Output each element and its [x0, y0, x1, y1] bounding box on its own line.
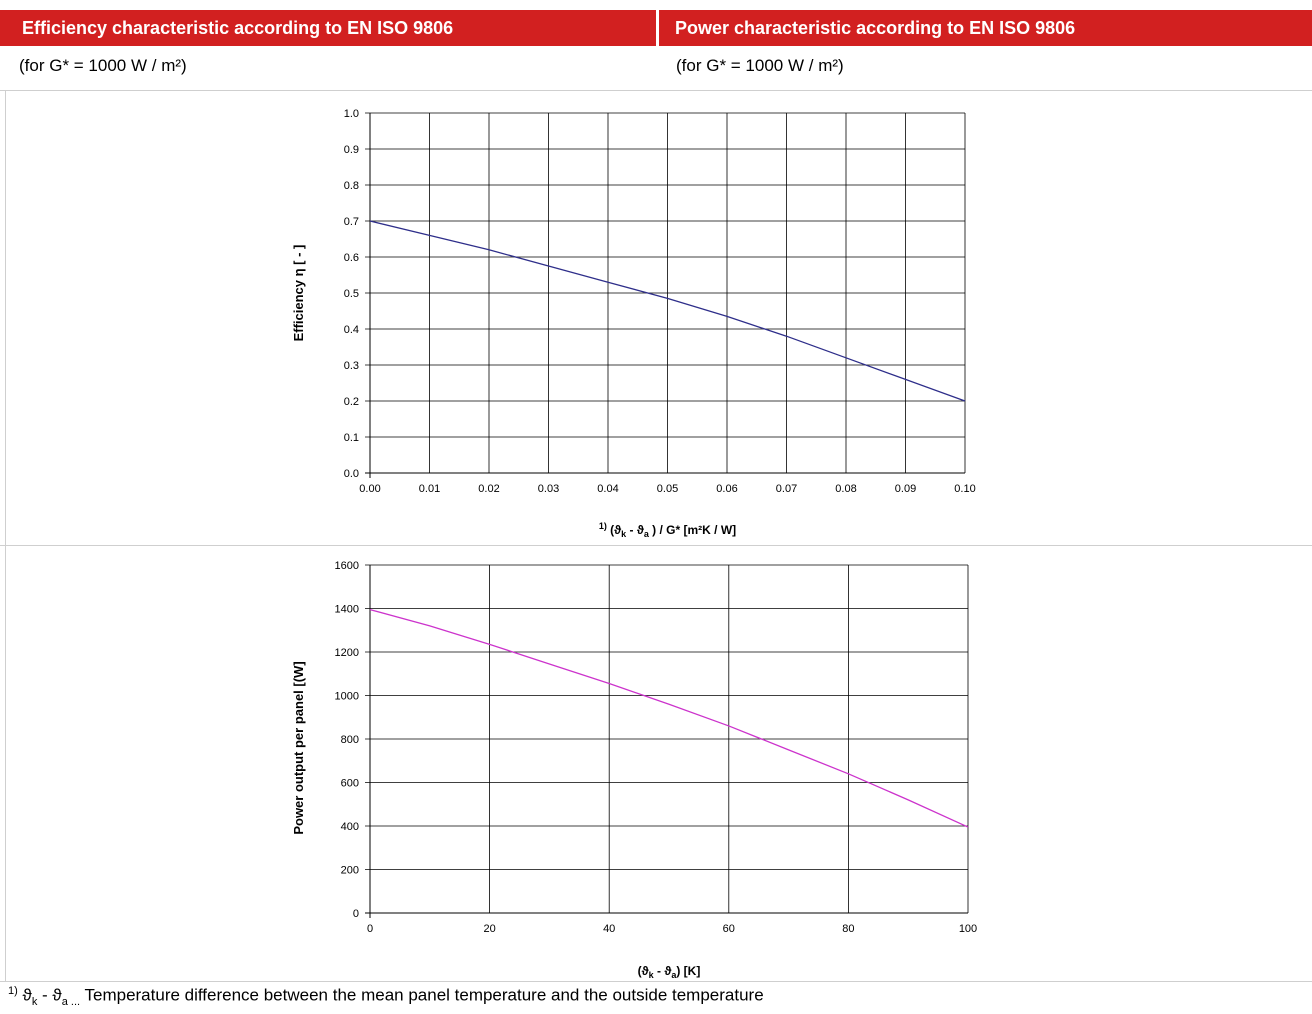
efficiency-irradiance-note: (for G* = 1000 W / m²): [19, 56, 187, 75]
efficiency-y-tick-label: 0.2: [344, 396, 359, 408]
efficiency-y-tick-label: 0.8: [344, 180, 359, 192]
efficiency-y-tick-label: 0.1: [344, 432, 359, 444]
efficiency-x-tick-label: 0.06: [716, 483, 737, 495]
efficiency-x-tick-label: 0.09: [895, 483, 916, 495]
footnote-dash: -: [37, 985, 53, 1005]
divider-bottom: [0, 981, 1312, 982]
footnote-sub-k: k: [31, 996, 38, 1009]
power-y-tick-label: 0: [353, 908, 359, 920]
divider-middle: [0, 545, 1312, 546]
footnote: 1) ϑk - ϑa ... Temperature difference be…: [8, 985, 764, 1008]
efficiency-x-tick-label: 0.00: [359, 483, 380, 495]
table-left-border: [5, 90, 6, 981]
efficiency-y-tick-label: 0.0: [344, 468, 359, 480]
header-bar: Efficiency characteristic according to E…: [0, 10, 1312, 46]
power-x-tick-label: 40: [603, 923, 615, 935]
power-y-tick-label: 600: [341, 778, 359, 790]
power-x-axis-label: (ϑk - ϑa) [K]: [638, 964, 701, 980]
efficiency-y-tick-label: 0.4: [344, 324, 359, 336]
footnote-sub-a: a: [61, 996, 68, 1009]
footnote-symbol: ϑ: [22, 985, 32, 1005]
efficiency-x-tick-label: 0.02: [478, 483, 499, 495]
header-divider: [656, 10, 659, 46]
efficiency-y-tick-label: 1.0: [344, 108, 359, 120]
efficiency-x-tick-label: 0.08: [835, 483, 856, 495]
efficiency-y-tick-label: 0.5: [344, 288, 359, 300]
efficiency-x-axis-label: 1) (ϑk - ϑa ) / G* [m²K / W]: [599, 521, 736, 539]
power-y-tick-label: 1000: [335, 691, 359, 703]
power-series-line: [369, 608, 969, 828]
efficiency-y-tick-label: 0.6: [344, 252, 359, 264]
efficiency-y-tick-label: 0.9: [344, 144, 359, 156]
power-x-tick-label: 80: [842, 923, 854, 935]
footnote-symbol-2: ϑ: [52, 985, 62, 1005]
efficiency-x-tick-label: 0.07: [776, 483, 797, 495]
efficiency-series-line: [369, 220, 966, 402]
footnote-marker: 1): [8, 985, 18, 997]
efficiency-x-tick-label: 0.03: [538, 483, 559, 495]
power-y-tick-label: 1600: [335, 560, 359, 572]
efficiency-x-tick-label: 0.04: [597, 483, 618, 495]
power-irradiance-note: (for G* = 1000 W / m²): [676, 56, 844, 75]
efficiency-x-tick-label: 0.01: [419, 483, 440, 495]
power-x-tick-label: 60: [723, 923, 735, 935]
efficiency-y-axis-label: Efficiency η [ - ]: [291, 245, 306, 342]
efficiency-x-tick-label: 0.05: [657, 483, 678, 495]
power-x-tick-label: 20: [483, 923, 495, 935]
power-y-axis-label: Power output per panel [(W]: [291, 661, 306, 834]
divider-top: [0, 90, 1312, 91]
footnote-dots: ...: [67, 996, 81, 1009]
power-x-tick-label: 100: [959, 923, 977, 935]
efficiency-section-title: Efficiency characteristic according to E…: [22, 18, 454, 38]
efficiency-y-tick-label: 0.7: [344, 216, 359, 228]
efficiency-y-tick-label: 0.3: [344, 360, 359, 372]
efficiency-x-tick-label: 0.10: [954, 483, 975, 495]
power-y-tick-label: 1200: [335, 647, 359, 659]
power-y-tick-label: 800: [341, 734, 359, 746]
power-y-tick-label: 200: [341, 865, 359, 877]
power-section-title: Power characteristic according to EN ISO…: [675, 18, 1076, 38]
power-y-tick-label: 1400: [335, 604, 359, 616]
footnote-text: Temperature difference between the mean …: [80, 985, 764, 1005]
power-y-tick-label: 400: [341, 821, 359, 833]
power-x-tick-label: 0: [367, 923, 373, 935]
